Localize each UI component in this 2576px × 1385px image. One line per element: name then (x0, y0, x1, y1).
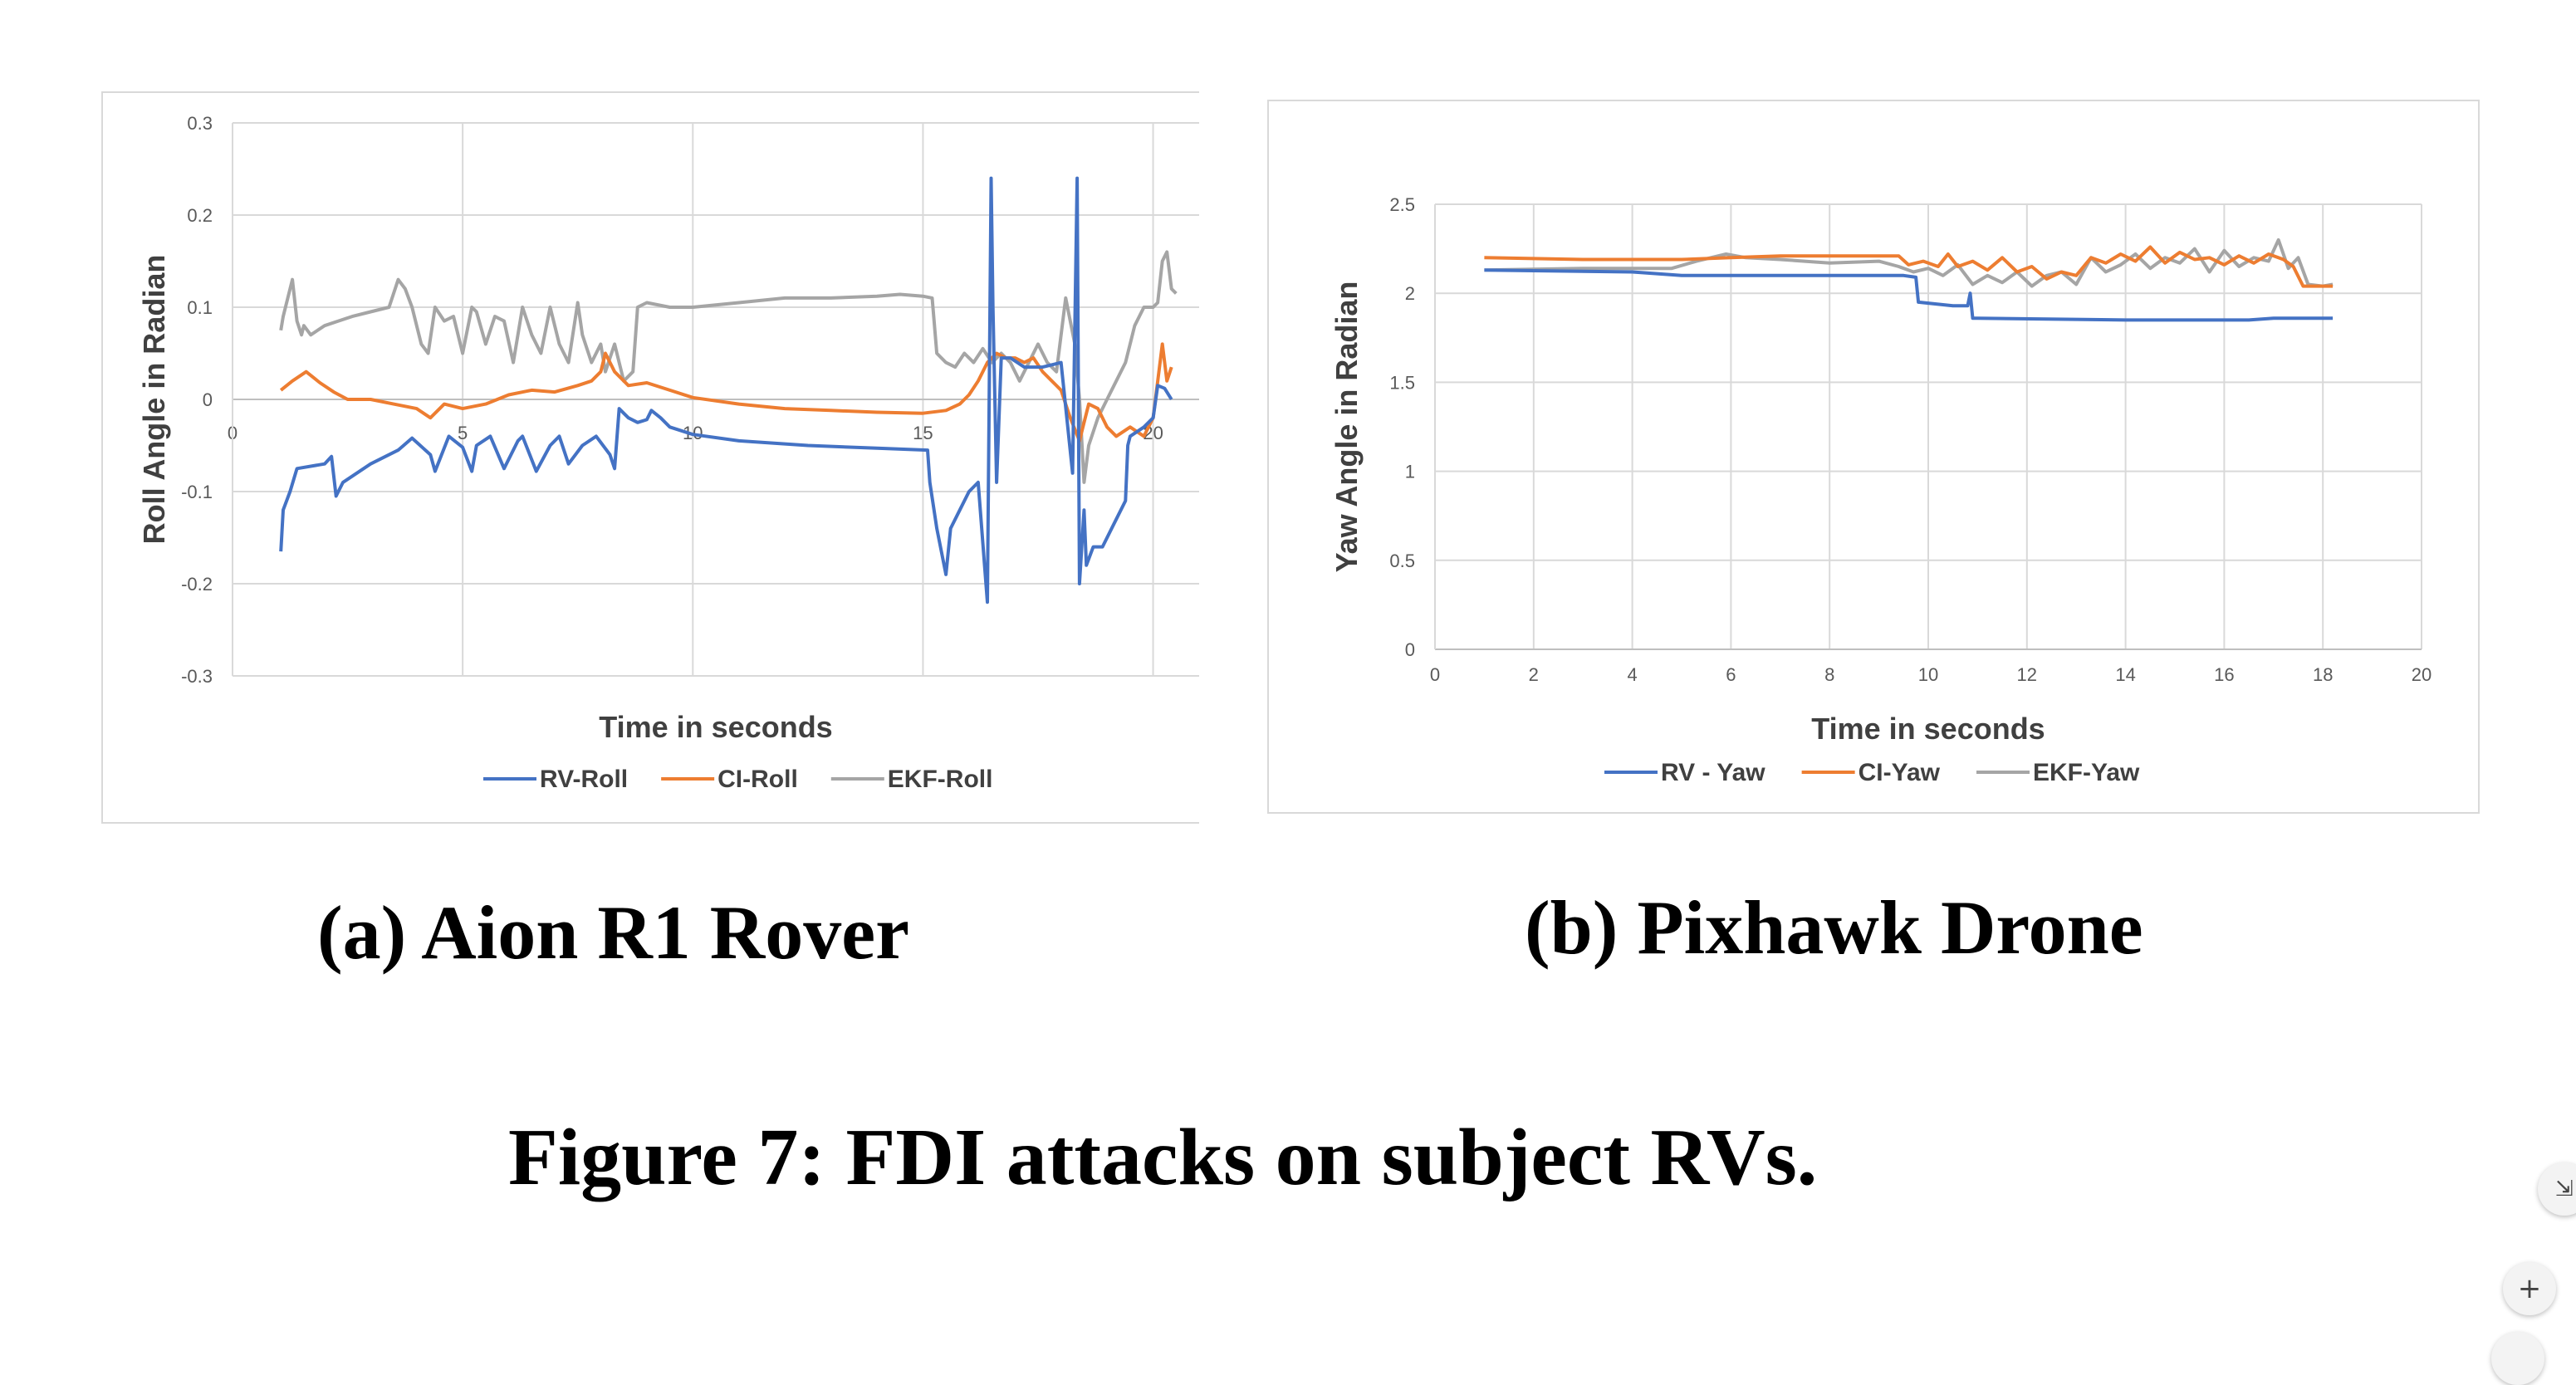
y-tick-label: 0.5 (1389, 551, 1415, 571)
y-tick-label: 0 (203, 389, 213, 410)
zoom-in-button[interactable]: + (2503, 1262, 2556, 1315)
zoom-out-button[interactable] (2491, 1332, 2544, 1385)
panel-a-caption: (a) Aion R1 Rover (317, 890, 909, 975)
series-line-ci-roll (279, 342, 1173, 443)
legend-label: RV - Yaw (1661, 759, 1765, 786)
collapse-icon[interactable]: ⇲ (2538, 1162, 2576, 1216)
x-tick-label: 14 (2115, 664, 2135, 685)
legend-label: RV-Roll (540, 766, 628, 793)
y-tick-label: 2.5 (1389, 194, 1415, 215)
y-tick-label: 0.1 (187, 297, 213, 318)
legend-label: CI-Roll (717, 766, 798, 793)
y-tick-label: -0.1 (181, 482, 213, 502)
x-tick-label: 18 (2313, 664, 2333, 685)
chart-a-frame: 0.30.20.10-0.1-0.2-0.305101520Time in se… (101, 91, 1199, 824)
x-tick-label: 6 (1726, 664, 1736, 685)
legend-label: EKF-Roll (888, 766, 993, 793)
chart-b-frame: 2.5 2 1.5 1 0.5 0 0 2 4 6 8 10 12 14 16 18 20 Time in sec… (1267, 100, 2480, 814)
y-tick-label: 0 (1405, 639, 1415, 660)
y-axis-title: Roll Angle in Radian (137, 255, 171, 545)
series-line-ci-yaw (1484, 245, 2334, 288)
x-tick-label: 5 (458, 423, 468, 443)
x-tick-label: 0 (1430, 664, 1440, 685)
x-tick-label: 15 (913, 423, 933, 443)
x-tick-label: 2 (1529, 664, 1539, 685)
legend-label: CI-Yaw (1859, 759, 1941, 786)
x-axis-title: Time in seconds (599, 710, 832, 744)
legend-label: EKF-Yaw (2033, 759, 2140, 786)
y-tick-label: -0.3 (181, 666, 213, 687)
y-tick-label: 0.2 (187, 205, 213, 226)
y-tick-label: 1.5 (1389, 372, 1415, 393)
x-tick-label: 4 (1627, 664, 1637, 685)
x-axis-title: Time in seconds (1811, 712, 2045, 746)
series-line-ekf-roll (279, 250, 1178, 484)
y-tick-label: 2 (1405, 283, 1415, 304)
y-tick-label: 0.3 (187, 113, 213, 134)
x-tick-label: 16 (2214, 664, 2234, 685)
y-axis-title: Yaw Angle in Radian (1330, 281, 1364, 573)
x-tick-label: 8 (1824, 664, 1834, 685)
x-tick-label: 12 (2017, 664, 2037, 685)
series-line-rv-yaw (1484, 268, 2334, 322)
panel-b-caption: (b) Pixhawk Drone (1525, 885, 2143, 970)
y-tick-label: -0.2 (181, 574, 213, 595)
series-line-rv-roll (279, 176, 1173, 604)
chart-a: 0.30.20.10-0.1-0.2-0.305101520Time in se… (137, 113, 1199, 793)
figure-caption: Figure 7: FDI attacks on subject RVs. (508, 1113, 1818, 1202)
y-tick-label: 1 (1405, 462, 1415, 482)
x-tick-label: 10 (1918, 664, 1938, 685)
chart-b: 2.5 2 1.5 1 0.5 00 2 4 6 8 10 12 14 16 18 20 Time in sec… (1330, 194, 2432, 786)
x-tick-label: 20 (2412, 664, 2432, 685)
